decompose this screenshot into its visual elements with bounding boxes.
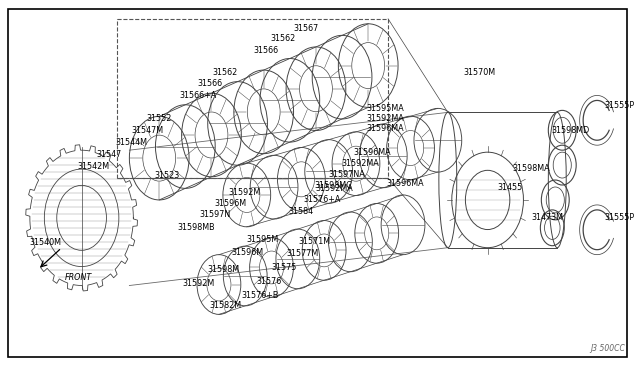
Text: 31582M: 31582M	[209, 301, 241, 310]
Text: 31576+A: 31576+A	[303, 195, 341, 205]
Text: 31523: 31523	[154, 170, 179, 180]
Text: 31567: 31567	[294, 24, 319, 33]
Bar	[117, 19, 388, 178]
Text: 31455: 31455	[497, 183, 523, 192]
Text: 31596MA: 31596MA	[386, 179, 424, 187]
Text: 31592M: 31592M	[229, 189, 261, 198]
Text: 31576: 31576	[257, 277, 282, 286]
Text: 31547: 31547	[97, 150, 122, 158]
Text: 31592MA: 31592MA	[316, 185, 353, 193]
Text: 31598M: 31598M	[207, 265, 239, 274]
Text: 31555P: 31555P	[604, 214, 634, 222]
Text: 31598MD: 31598MD	[551, 126, 589, 135]
Text: 31570M: 31570M	[464, 68, 496, 77]
Text: 31555P: 31555P	[604, 101, 634, 110]
Text: 31595M: 31595M	[247, 235, 279, 244]
Text: 31552: 31552	[147, 114, 172, 123]
Text: 31544M: 31544M	[115, 138, 147, 147]
Text: FRONT: FRONT	[65, 273, 92, 282]
Text: 31592MA: 31592MA	[341, 158, 379, 168]
Text: 31562: 31562	[271, 34, 296, 43]
Text: 31566: 31566	[197, 79, 222, 88]
Text: 31566: 31566	[253, 46, 279, 55]
Text: 31571M: 31571M	[298, 237, 331, 246]
Text: 31596MA: 31596MA	[353, 148, 391, 157]
Text: 31597NA: 31597NA	[328, 170, 365, 179]
Text: 31576+B: 31576+B	[242, 291, 279, 300]
Text: 31540M: 31540M	[30, 238, 62, 247]
Text: 31597N: 31597N	[199, 210, 230, 219]
Text: 31473M: 31473M	[531, 214, 563, 222]
Text: 31598MA: 31598MA	[513, 164, 550, 173]
Text: 31592MA: 31592MA	[366, 114, 404, 123]
Text: 31577M: 31577M	[287, 249, 319, 258]
Text: 31596M: 31596M	[214, 199, 246, 208]
Text: 31566+A: 31566+A	[179, 91, 216, 100]
Text: 31595MA: 31595MA	[366, 104, 404, 113]
Text: 31562: 31562	[212, 68, 237, 77]
Text: 31547M: 31547M	[131, 126, 163, 135]
Text: J3 500CC: J3 500CC	[590, 344, 625, 353]
Text: 31592M: 31592M	[182, 279, 214, 288]
Text: 31542M: 31542M	[77, 161, 109, 171]
Text: 31584: 31584	[289, 207, 314, 217]
Text: 31598MC: 31598MC	[314, 180, 352, 189]
Text: 31596MA: 31596MA	[366, 124, 404, 133]
Text: 31575: 31575	[271, 263, 297, 272]
Text: 31596M: 31596M	[232, 248, 264, 257]
Text: 31598MB: 31598MB	[177, 223, 215, 232]
